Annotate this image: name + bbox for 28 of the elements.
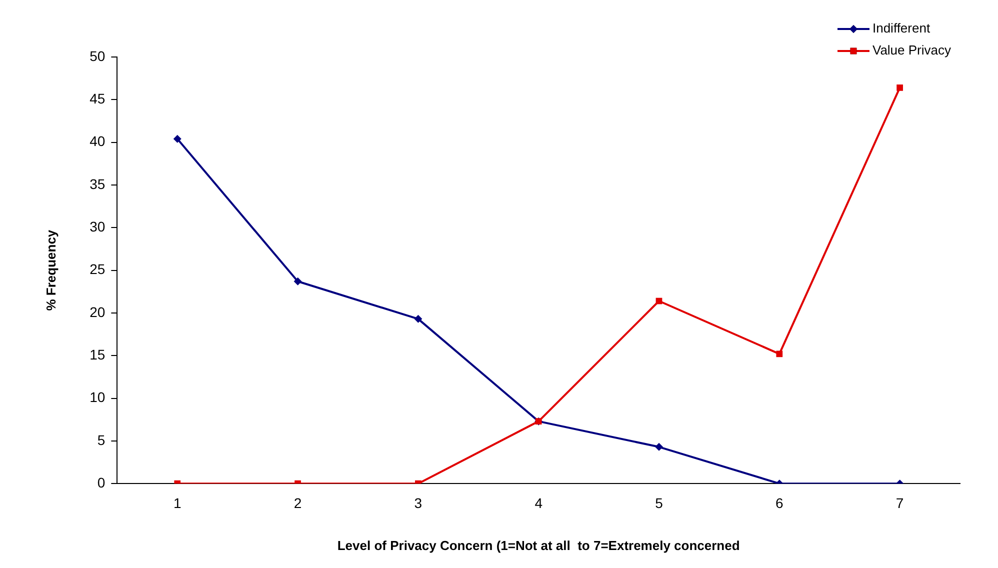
y-tick-label: 25 — [90, 261, 106, 278]
x-tick-label: 4 — [534, 494, 543, 511]
x-tick-label: 2 — [294, 494, 302, 511]
y-tick-label: 50 — [90, 48, 106, 64]
x-tick-label: 5 — [655, 494, 664, 511]
point — [776, 350, 783, 358]
point — [173, 134, 182, 143]
y-tick-label: 20 — [90, 304, 106, 320]
y-tick-label: 5 — [97, 432, 106, 448]
point — [294, 277, 302, 286]
x-tick-label: 3 — [414, 494, 422, 511]
x-axis-title: Level of Privacy Concern (1=Not at all to 7=Extremely concerned — [337, 538, 740, 553]
x-tick-label: 7 — [896, 494, 904, 511]
legend-label: Value Privacy — [872, 42, 952, 58]
point — [414, 314, 422, 323]
y-tick-label: 40 — [90, 133, 106, 150]
y-tick-label: 30 — [90, 218, 106, 234]
y-tick-label: 10 — [90, 389, 106, 406]
y-axis-title: % Frequency — [43, 229, 58, 311]
x-tick-label: 1 — [173, 494, 182, 511]
y-tick-label: 0 — [97, 474, 106, 490]
y-tick-label: 35 — [90, 176, 106, 192]
point — [654, 442, 663, 451]
legend-label: Indifferent — [872, 20, 930, 36]
x-tick-label: 6 — [775, 494, 784, 511]
point — [896, 84, 903, 91]
y-tick-label: 45 — [90, 90, 106, 107]
y-tick-label: 15 — [90, 346, 106, 362]
